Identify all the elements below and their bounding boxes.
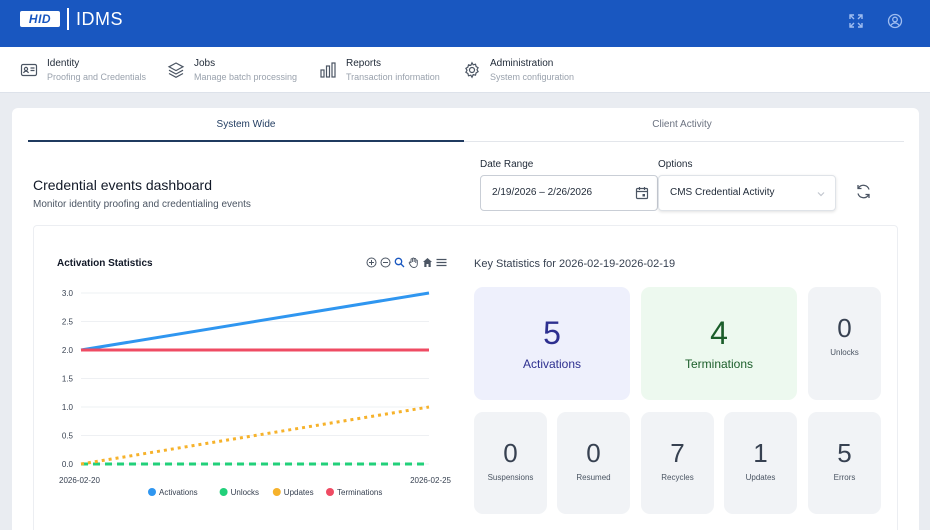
nav-title: Identity bbox=[47, 58, 80, 69]
date-range-value: 2/19/2026 – 2/26/2026 bbox=[492, 187, 593, 198]
legend-label: Updates bbox=[284, 488, 314, 497]
stat-recycles: 7 Recycles bbox=[641, 412, 714, 514]
options-select[interactable]: CMS Credential Activity bbox=[658, 175, 836, 211]
stat-value: 4 bbox=[710, 315, 728, 351]
refresh-icon[interactable] bbox=[855, 183, 872, 200]
stat-value: 0 bbox=[586, 438, 601, 468]
stat-terminations: 4 Terminations bbox=[641, 287, 797, 400]
legend-label: Unlocks bbox=[231, 488, 259, 497]
legend-marker bbox=[219, 488, 228, 496]
bar-chart-icon bbox=[319, 61, 337, 79]
hid-logo: HID bbox=[20, 11, 60, 27]
stat-label: Suspensions bbox=[487, 473, 534, 482]
app-title: IDMS bbox=[76, 9, 123, 29]
page-title: Credential events dashboard bbox=[33, 177, 213, 193]
page-subtitle: Monitor identity proofing and credential… bbox=[33, 199, 251, 210]
y-tick-label: 2.0 bbox=[62, 346, 74, 355]
tab-client-activity[interactable]: Client Activity bbox=[652, 119, 712, 130]
legend-label: Activations bbox=[159, 488, 198, 497]
stat-label: Recycles bbox=[661, 473, 694, 482]
nav-subtitle: System configuration bbox=[490, 72, 575, 82]
main-nav: Identity Proofing and Credentials Jobs M… bbox=[0, 47, 930, 93]
nav-title: Jobs bbox=[194, 58, 216, 69]
series-line-activations bbox=[80, 291, 430, 352]
options-label: Options bbox=[658, 159, 693, 170]
stats-panel: Activation Statistics 0.0 0.5 1.0 1.5 2.0 2.5… bbox=[33, 225, 898, 530]
stat-label: Errors bbox=[833, 473, 856, 482]
stat-value: 0 bbox=[837, 313, 852, 343]
menu-icon[interactable] bbox=[436, 257, 447, 268]
nav-title: Administration bbox=[490, 58, 554, 69]
fullscreen-icon[interactable] bbox=[848, 13, 864, 29]
date-range-label: Date Range bbox=[480, 159, 534, 170]
layers-icon bbox=[167, 61, 185, 79]
series-line-updates bbox=[80, 405, 430, 466]
y-tick-label: 2.5 bbox=[62, 318, 74, 327]
id-card-icon bbox=[20, 61, 38, 79]
zoom-out-icon[interactable] bbox=[380, 257, 391, 268]
stat-unlocks: 0 Unlocks bbox=[808, 287, 881, 400]
nav-subtitle: Transaction information bbox=[346, 72, 440, 82]
account-icon[interactable] bbox=[887, 13, 903, 29]
date-range-input[interactable]: 2/19/2026 – 2/26/2026 bbox=[480, 175, 658, 211]
y-tick-label: 1.0 bbox=[62, 403, 74, 412]
stat-errors: 5 Errors bbox=[808, 412, 881, 514]
calendar-icon[interactable] bbox=[635, 186, 649, 200]
nav-item-jobs[interactable]: Jobs Manage batch processing bbox=[167, 57, 297, 83]
chevron-down-icon bbox=[817, 192, 825, 197]
legend-marker bbox=[326, 488, 334, 496]
stat-value: 0 bbox=[503, 438, 518, 468]
stat-label: Updates bbox=[745, 473, 776, 482]
legend-label: Terminations bbox=[337, 488, 382, 497]
nav-item-reports[interactable]: Reports Transaction information bbox=[319, 57, 440, 83]
y-tick-label: 0.5 bbox=[62, 432, 74, 441]
legend-marker bbox=[148, 488, 156, 496]
stat-label: Activations bbox=[522, 357, 582, 371]
chart-title: Activation Statistics bbox=[57, 258, 153, 269]
options-value: CMS Credential Activity bbox=[670, 187, 775, 198]
top-app-bar: HID IDMS bbox=[0, 0, 930, 47]
x-tick-label: 2026-02-25 bbox=[410, 476, 451, 485]
dashboard-card: System Wide Client Activity Credential e… bbox=[12, 108, 919, 530]
gear-icon bbox=[463, 61, 481, 79]
magnifier-icon[interactable] bbox=[394, 257, 405, 268]
activation-line-chart: 0.0 0.5 1.0 1.5 2.0 2.5 3.0 2026-02-20 2026-02-2… bbox=[59, 289, 452, 497]
stat-label: Terminations bbox=[684, 357, 754, 371]
home-icon[interactable] bbox=[422, 257, 433, 268]
stat-resumed: 0 Resumed bbox=[557, 412, 630, 514]
stat-value: 1 bbox=[753, 438, 768, 468]
nav-subtitle: Proofing and Credentials bbox=[47, 72, 147, 82]
chart-toolbar bbox=[366, 257, 447, 268]
y-tick-label: 3.0 bbox=[62, 289, 74, 298]
stat-label: Unlocks bbox=[830, 348, 859, 357]
stat-updates: 1 Updates bbox=[724, 412, 797, 514]
stat-value: 5 bbox=[837, 438, 852, 468]
y-tick-label: 0.0 bbox=[62, 460, 74, 469]
stat-value: 5 bbox=[543, 315, 561, 351]
x-tick-label: 2026-02-20 bbox=[59, 476, 100, 485]
zoom-in-icon[interactable] bbox=[366, 257, 377, 268]
tab-bar: System Wide Client Activity bbox=[28, 108, 904, 142]
key-stats-title: Key Statistics for 2026-02-19-2026-02-19 bbox=[474, 258, 676, 270]
y-tick-label: 1.5 bbox=[62, 375, 74, 384]
stat-activations: 5 Activations bbox=[474, 287, 630, 400]
nav-subtitle: Manage batch processing bbox=[194, 72, 298, 82]
stat-suspensions: 0 Suspensions bbox=[474, 412, 547, 514]
nav-title: Reports bbox=[346, 58, 382, 69]
pan-hand-icon[interactable] bbox=[408, 257, 419, 268]
logo-divider bbox=[67, 8, 69, 30]
stat-label: Resumed bbox=[576, 473, 611, 482]
nav-item-administration[interactable]: Administration System configuration bbox=[463, 57, 574, 83]
legend-marker bbox=[272, 488, 281, 496]
nav-item-identity[interactable]: Identity Proofing and Credentials bbox=[20, 57, 146, 83]
tab-system-wide[interactable]: System Wide bbox=[28, 108, 464, 142]
stat-value: 7 bbox=[670, 438, 685, 468]
